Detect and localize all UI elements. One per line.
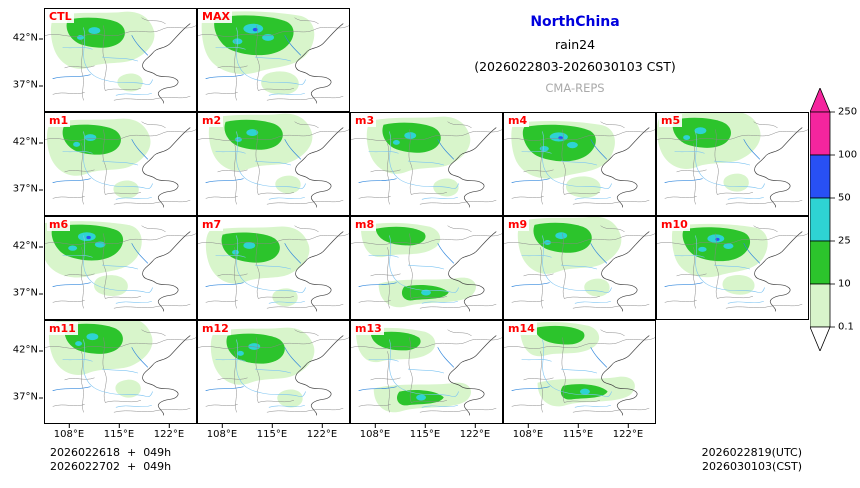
y-axis-label: 37°N <box>4 80 43 91</box>
x-axis-label: 108°E <box>53 424 85 440</box>
map-panel-m10: m10 <box>656 216 809 320</box>
map-panel-m4: m4 <box>503 112 656 216</box>
colorbar-tick-label: 50 <box>838 192 851 204</box>
map-panel-m6: m6 <box>44 216 197 320</box>
model-title: CMA-REPS <box>545 81 605 95</box>
map-canvas <box>198 225 349 312</box>
colorbar-arrow-bottom <box>809 326 831 353</box>
panel-label: m11 <box>47 322 78 335</box>
map-canvas <box>504 217 655 312</box>
map-panel-m12: m12 <box>197 320 350 424</box>
map-panel-m13: m13 <box>350 320 503 424</box>
x-axis-label: 108°E <box>359 424 391 440</box>
map-panel-m9: m9 <box>503 216 656 320</box>
panel-label: m10 <box>659 218 690 231</box>
panel-label: m7 <box>200 218 224 231</box>
map-canvas <box>45 221 196 312</box>
map-canvas <box>351 327 502 416</box>
footer-init-line-2: 2026022702 + 049h <box>50 460 172 473</box>
map-canvas <box>351 222 502 312</box>
map-canvas <box>504 121 655 208</box>
colorbar-tick-label: 100 <box>838 149 858 161</box>
y-axis-label: 37°N <box>4 288 43 299</box>
panel-label: m14 <box>506 322 537 335</box>
map-panel-m3: m3 <box>350 112 503 216</box>
map-canvas <box>351 116 502 208</box>
y-axis-label: 42°N <box>4 33 43 44</box>
map-panel-m8: m8 <box>350 216 503 320</box>
panel-label: m3 <box>353 114 377 127</box>
panel-label: m5 <box>659 114 683 127</box>
map-canvas <box>657 223 808 312</box>
colorbar-tick-label: 25 <box>838 235 851 247</box>
colorbar-canvas <box>809 86 835 353</box>
x-axis-label: 122°E <box>459 424 491 440</box>
colorbar-tick-label: 0.1 <box>838 321 854 333</box>
y-axis-label: 37°N <box>4 392 43 403</box>
y-axis-label: 42°N <box>4 241 43 252</box>
x-axis-label: 122°E <box>612 424 644 440</box>
colorbar-arrow-top <box>809 86 831 113</box>
panel-label: m12 <box>200 322 231 335</box>
product-title: rain24 <box>554 37 596 52</box>
map-panel-m11: m11 <box>44 320 197 424</box>
y-axis-label: 37°N <box>4 184 43 195</box>
footer-init-line-1: 2026022618 + 049h <box>50 446 172 459</box>
x-axis-label: 108°E <box>206 424 238 440</box>
x-axis-label: 115°E <box>562 424 594 440</box>
y-axis-label: 42°N <box>4 137 43 148</box>
panel-label: m8 <box>353 218 377 231</box>
period-title: (2026022803-2026030103 CST) <box>474 59 676 74</box>
map-panel-max: MAX <box>197 8 350 112</box>
map-canvas <box>45 11 196 104</box>
title-block: NorthChina rain24 (2026022803-2026030103… <box>370 14 780 95</box>
x-axis-label: 115°E <box>103 424 135 440</box>
x-axis-label: 115°E <box>256 424 288 440</box>
x-axis-label: 122°E <box>153 424 185 440</box>
map-canvas <box>198 327 349 416</box>
x-axis-label: 115°E <box>409 424 441 440</box>
region-title: NorthChina <box>530 14 620 30</box>
panel-label: m13 <box>353 322 384 335</box>
x-axis-label: 122°E <box>306 424 338 440</box>
colorbar-tick-label: 250 <box>838 106 858 118</box>
y-axis-label: 42°N <box>4 345 43 356</box>
panel-label: CTL <box>47 10 74 23</box>
map-canvas <box>657 113 808 208</box>
map-panel-m7: m7 <box>197 216 350 320</box>
map-canvas <box>198 113 349 208</box>
map-panel-m2: m2 <box>197 112 350 216</box>
map-panel-m5: m5 <box>656 112 809 216</box>
map-panel-m1: m1 <box>44 112 197 216</box>
panel-label: MAX <box>200 10 232 23</box>
map-canvas <box>45 118 196 208</box>
panel-label: m6 <box>47 218 71 231</box>
colorbar <box>809 86 836 355</box>
panel-label: m4 <box>506 114 530 127</box>
map-canvas <box>198 11 349 104</box>
map-canvas <box>45 321 196 416</box>
map-canvas <box>504 322 655 416</box>
map-panel-ctl: CTL <box>44 8 197 112</box>
panel-label: m2 <box>200 114 224 127</box>
panel-label: m1 <box>47 114 71 127</box>
panel-label: m9 <box>506 218 530 231</box>
colorbar-tick-label: 10 <box>838 278 851 290</box>
footer-valid-cst: 2026030103(CST) <box>702 460 802 473</box>
footer-valid-utc: 2026022819(UTC) <box>701 446 802 459</box>
map-panel-m14: m14 <box>503 320 656 424</box>
x-axis-label: 108°E <box>512 424 544 440</box>
